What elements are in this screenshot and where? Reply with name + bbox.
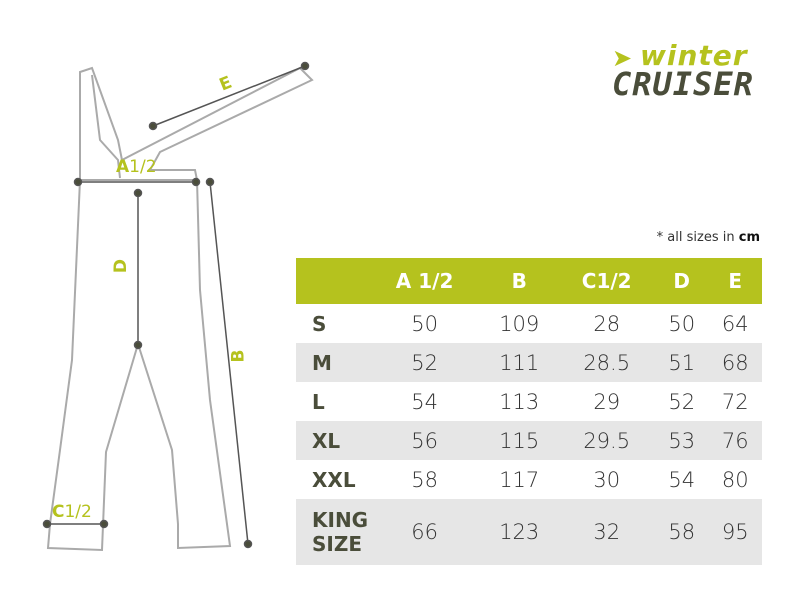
- value-cell: 58: [411, 467, 438, 492]
- value-cell: 76: [708, 421, 762, 460]
- value-cell: 66: [369, 499, 481, 565]
- label-d-letter: D: [111, 258, 132, 274]
- value-cell: 109: [499, 311, 540, 336]
- value-cell: 72: [721, 389, 749, 414]
- units-note-prefix: * all sizes in: [656, 230, 739, 245]
- label-a: A1/2: [116, 157, 157, 177]
- value-cell: 28: [593, 311, 621, 336]
- value-cell: 115: [480, 421, 559, 460]
- value-cell: 29: [593, 389, 621, 414]
- logo-line2: CRUISER: [612, 65, 754, 103]
- column-header: [296, 258, 370, 304]
- trousers-outline: [46, 66, 314, 552]
- label-d: D: [111, 259, 131, 273]
- value-cell: 54: [668, 467, 696, 492]
- table-row: KING SIZE 66 123 32 58 95: [296, 499, 762, 565]
- label-b-letter: B: [228, 349, 249, 363]
- value-cell: 111: [480, 343, 559, 382]
- label-a-letter: A: [116, 157, 130, 177]
- value-cell: 52: [369, 343, 481, 382]
- size-cell: S: [312, 311, 327, 336]
- value-cell: 64: [721, 311, 749, 336]
- value-cell: 29.5: [558, 421, 655, 460]
- size-cell: XL: [296, 421, 370, 460]
- value-cell: 32: [558, 499, 655, 565]
- label-c-letter: C: [52, 502, 65, 522]
- size-cell: KING SIZE: [296, 499, 370, 565]
- size-cell: XXL: [312, 467, 356, 492]
- value-cell: 123: [480, 499, 559, 565]
- column-header: C1/2: [558, 258, 655, 304]
- logo-line1: winter: [640, 39, 748, 72]
- column-header: B: [480, 258, 559, 304]
- label-a-suffix: 1/2: [129, 157, 157, 177]
- table-header: A 1/2 B C1/2 D E: [296, 258, 762, 304]
- table-row: XXL 58 117 30 54 80: [296, 460, 762, 499]
- value-cell: 68: [708, 343, 762, 382]
- units-note-unit: cm: [738, 230, 760, 245]
- value-cell: 53: [654, 421, 709, 460]
- table-row: M 52 111 28.5 51 68: [296, 343, 762, 382]
- size-cell: L: [312, 389, 325, 414]
- value-cell: 52: [668, 389, 696, 414]
- arrow-icon: ➤: [612, 44, 634, 72]
- value-cell: 54: [411, 389, 438, 414]
- value-cell: 117: [499, 467, 540, 492]
- value-cell: 56: [369, 421, 481, 460]
- column-header: E: [708, 258, 762, 304]
- column-header: D: [654, 258, 709, 304]
- value-cell: 50: [411, 311, 438, 336]
- table-row: XL 56 115 29.5 53 76: [296, 421, 762, 460]
- brand-logo: ➤ winter CRUISER: [612, 39, 754, 103]
- column-header: A 1/2: [369, 258, 481, 304]
- value-cell: 50: [668, 311, 696, 336]
- label-b: B: [228, 350, 248, 363]
- value-cell: 80: [721, 467, 749, 492]
- value-cell: 58: [654, 499, 709, 565]
- units-note: * all sizes in cm: [657, 230, 760, 245]
- label-c: C1/2: [52, 502, 92, 522]
- value-cell: 113: [499, 389, 540, 414]
- value-cell: 51: [654, 343, 709, 382]
- table-row: L 54 113 29 52 72: [296, 382, 762, 421]
- size-table: A 1/2 B C1/2 D E S 50 109 28 50 64 M 52 111 28.5 51 68 L…: [296, 258, 762, 565]
- value-cell: 95: [708, 499, 762, 565]
- measure-lines: [42, 61, 310, 549]
- label-c-suffix: 1/2: [64, 502, 92, 522]
- table-row: S 50 109 28 50 64: [296, 304, 762, 343]
- value-cell: 28.5: [558, 343, 655, 382]
- value-cell: 30: [593, 467, 621, 492]
- size-cell: M: [296, 343, 370, 382]
